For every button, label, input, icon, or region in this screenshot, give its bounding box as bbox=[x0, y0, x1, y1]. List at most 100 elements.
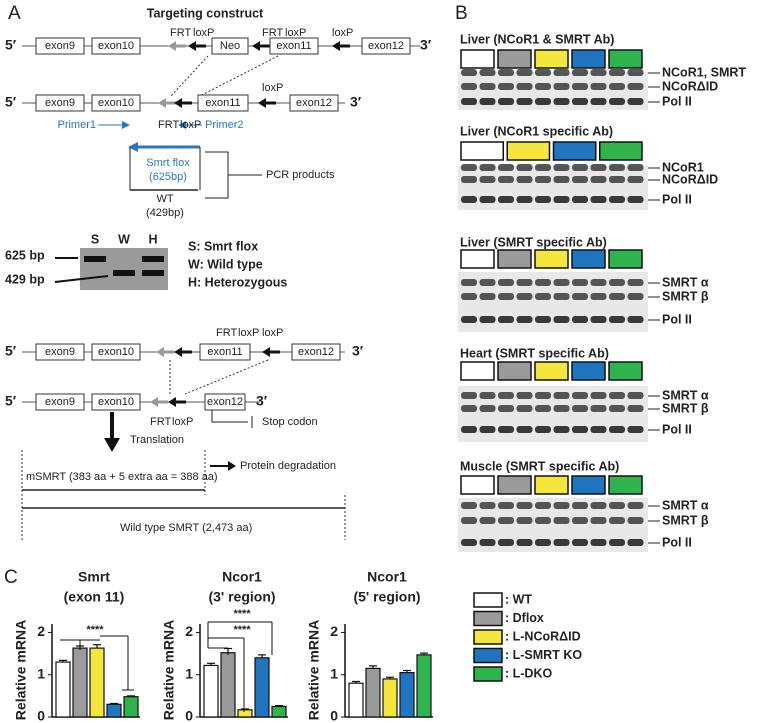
y-tick-label: 0 bbox=[185, 708, 193, 723]
blot-band bbox=[461, 426, 477, 433]
blot-title: Liver (NCoR1 specific Ab) bbox=[460, 124, 613, 138]
blot-band bbox=[461, 176, 477, 183]
blot-band bbox=[609, 98, 625, 105]
band-label: Pol II bbox=[662, 535, 692, 549]
group-box bbox=[534, 249, 569, 269]
chart-title: Ncor1 bbox=[222, 569, 262, 585]
y-axis-label: Relative mRNA bbox=[13, 620, 29, 720]
blot-band bbox=[590, 539, 607, 546]
blot-band bbox=[479, 196, 496, 203]
bar bbox=[123, 696, 139, 718]
label: loxP bbox=[238, 327, 259, 339]
bracket bbox=[205, 151, 229, 199]
blot-title: Liver (SMRT specific Ab) bbox=[460, 235, 607, 249]
blot-band bbox=[516, 405, 533, 412]
band-label: NCoRΔID bbox=[662, 79, 718, 93]
blot-band bbox=[516, 279, 533, 286]
blot-band bbox=[553, 392, 570, 399]
site-arrow-head bbox=[174, 347, 182, 357]
blot-band bbox=[535, 83, 551, 90]
panel-title: Targeting construct bbox=[147, 6, 264, 20]
blot-band bbox=[498, 502, 514, 509]
group-box bbox=[534, 49, 569, 69]
label: Stop codon bbox=[262, 416, 318, 428]
gene-box bbox=[91, 393, 141, 411]
blot-band bbox=[516, 293, 533, 300]
label: Translation bbox=[130, 434, 184, 446]
bar bbox=[254, 657, 270, 718]
label: FRT bbox=[158, 119, 179, 131]
significance: **** bbox=[233, 624, 251, 636]
bar bbox=[220, 652, 236, 718]
band-label: NCoR1 bbox=[662, 160, 704, 174]
group-box bbox=[571, 49, 606, 69]
blot-title: Heart (SMRT specific Ab) bbox=[460, 346, 609, 360]
gene-box bbox=[91, 37, 141, 55]
bar bbox=[55, 661, 71, 718]
blot-band bbox=[479, 405, 496, 412]
box-label: exon10 bbox=[98, 97, 134, 109]
bar bbox=[399, 672, 415, 718]
legend-label: : L-SMRT KO bbox=[505, 648, 582, 662]
legend-swatch bbox=[473, 666, 503, 682]
blot-band bbox=[609, 502, 625, 509]
label: (429bp) bbox=[146, 207, 184, 219]
bar bbox=[106, 703, 122, 718]
blot-band bbox=[609, 426, 625, 433]
gene-box bbox=[361, 37, 411, 55]
chart-title: (3' region) bbox=[208, 589, 275, 605]
label: loxP bbox=[262, 82, 283, 94]
blot-band bbox=[627, 279, 644, 286]
arrow-head bbox=[122, 121, 130, 129]
blot-band bbox=[609, 517, 625, 524]
gene-box bbox=[35, 343, 85, 361]
label: 3′ bbox=[350, 94, 362, 110]
gel-band bbox=[142, 270, 164, 276]
chart-title: (5' region) bbox=[353, 589, 420, 605]
blot-band bbox=[516, 316, 533, 323]
label: FRT bbox=[150, 416, 171, 428]
blot-band bbox=[572, 426, 588, 433]
group-box bbox=[571, 249, 606, 269]
blot-band bbox=[535, 539, 551, 546]
blot-band bbox=[553, 405, 570, 412]
label: mSMRT (383 aa + 5 extra aa = 388 aa) bbox=[26, 471, 218, 483]
panel-letter: B bbox=[455, 3, 468, 24]
label: S: Smrt flox bbox=[188, 239, 258, 253]
site-arrow-head bbox=[158, 98, 166, 108]
y-tick-label: 2 bbox=[330, 623, 338, 639]
blot-band bbox=[609, 196, 625, 203]
blot-band bbox=[590, 164, 607, 171]
blot-band bbox=[627, 405, 644, 412]
label: FRT bbox=[262, 27, 283, 39]
blot-band bbox=[553, 426, 570, 433]
box-label: exon12 bbox=[207, 396, 243, 408]
stop-arrow bbox=[211, 410, 248, 423]
band-label: SMRT β bbox=[662, 289, 709, 303]
box-label: exon10 bbox=[98, 40, 134, 52]
y-tick-label: 1 bbox=[330, 665, 338, 681]
blot-band bbox=[498, 83, 514, 90]
bar bbox=[365, 667, 381, 718]
label: H bbox=[148, 232, 157, 246]
blot-band bbox=[461, 279, 477, 286]
bar bbox=[237, 709, 253, 718]
arrow-head bbox=[128, 142, 138, 152]
blot-band bbox=[479, 164, 496, 171]
blot-band bbox=[516, 69, 533, 76]
label: 3′ bbox=[420, 37, 432, 53]
blot-band bbox=[572, 176, 588, 183]
decoration bbox=[21, 45, 420, 540]
label: Wild type SMRT (2,473 aa) bbox=[120, 522, 252, 534]
arrow-head bbox=[104, 438, 120, 452]
blot-band bbox=[516, 502, 533, 509]
chart-title: Smrt bbox=[78, 569, 110, 585]
bar bbox=[348, 682, 364, 718]
blot-band bbox=[535, 98, 551, 105]
group-box bbox=[552, 141, 597, 161]
gel-band bbox=[142, 256, 164, 262]
blot-band bbox=[627, 392, 644, 399]
legend-swatch bbox=[473, 610, 503, 627]
site-arrow-head bbox=[156, 347, 164, 357]
